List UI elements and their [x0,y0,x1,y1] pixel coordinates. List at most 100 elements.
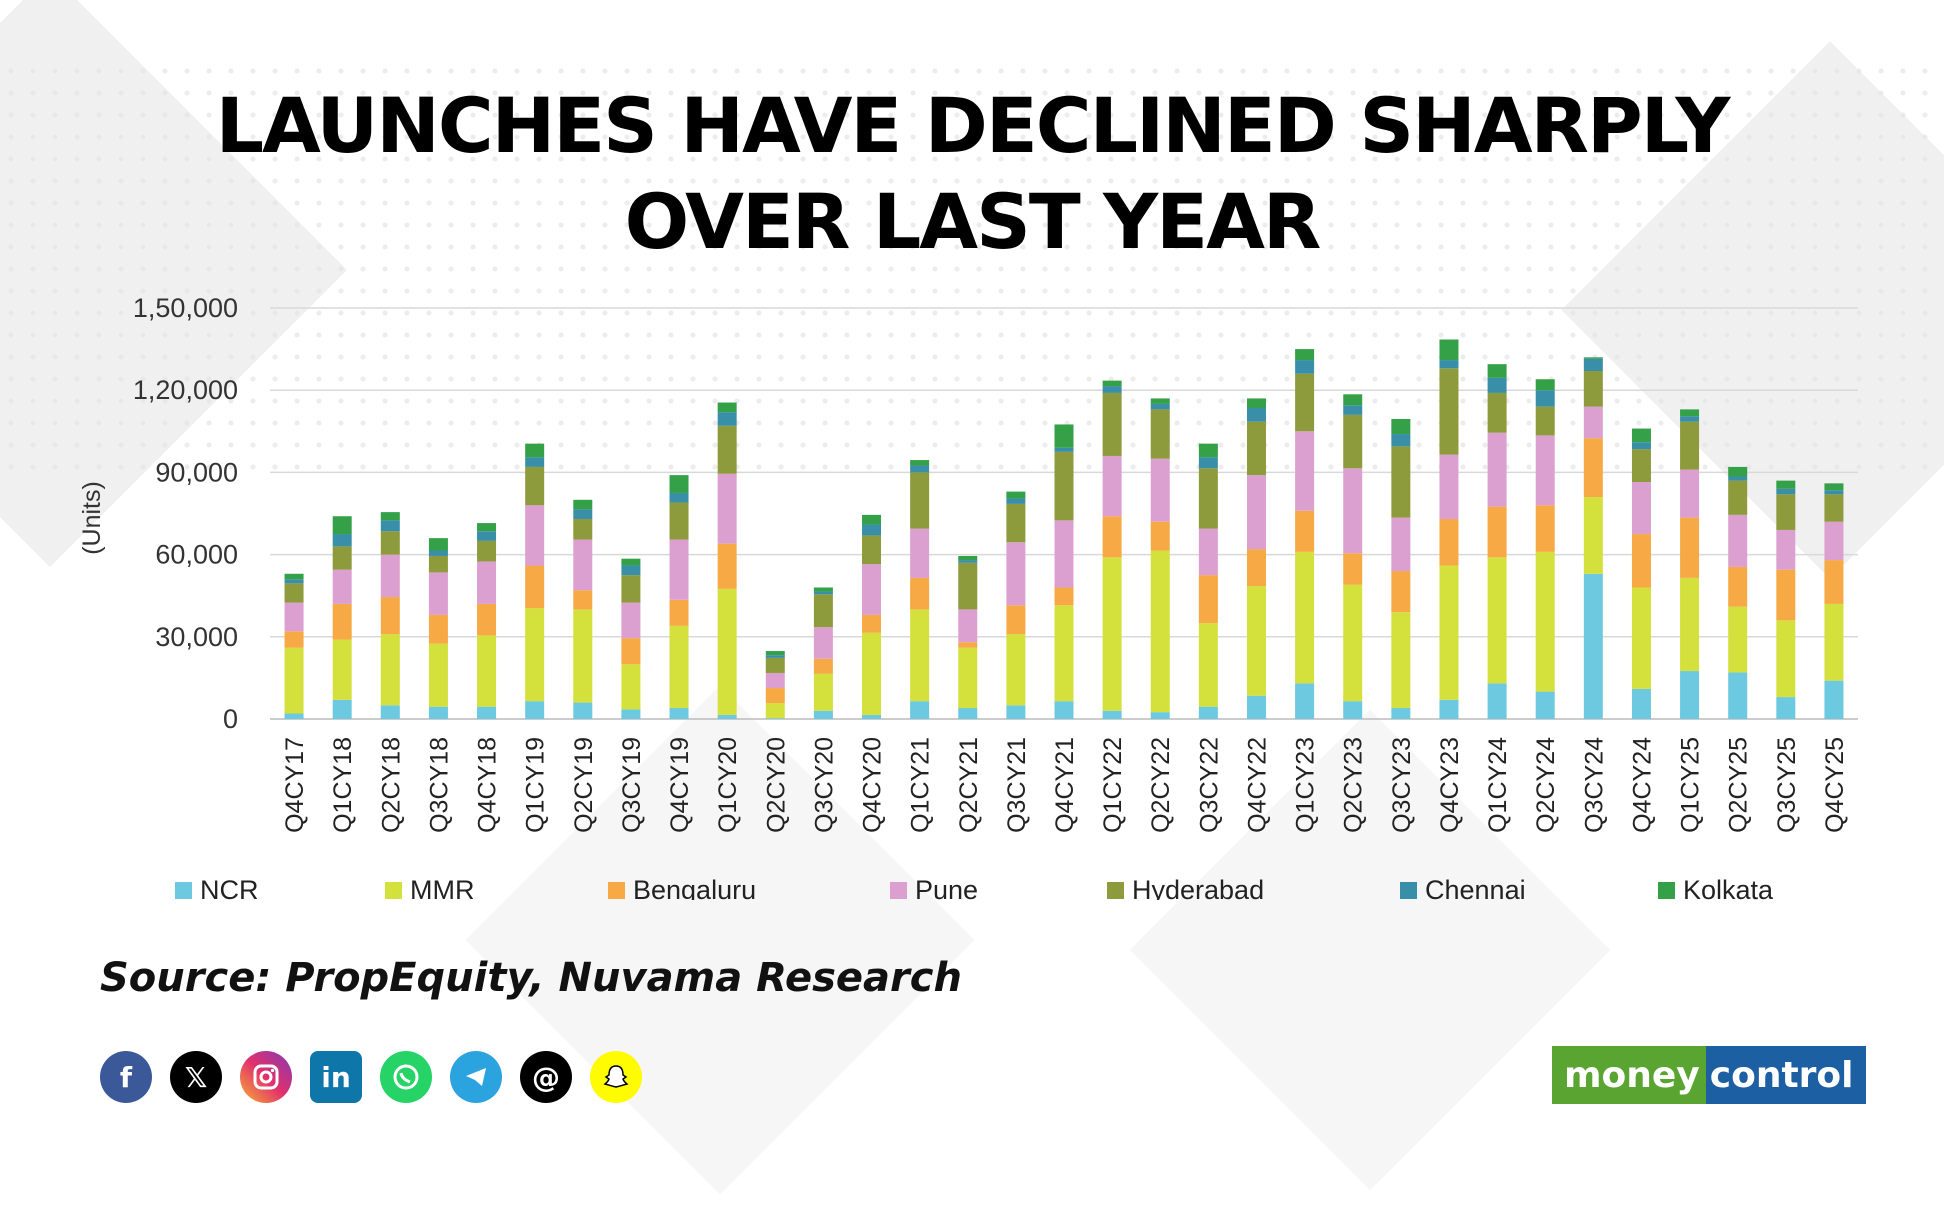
bar-segment-chennai [862,524,882,536]
snapchat-icon[interactable] [590,1051,642,1103]
bar-segment-chennai [717,412,737,426]
bar-segment-pune [1246,475,1266,550]
bar-segment-chennai [284,579,304,584]
bar-segment-hyderabad [1583,371,1603,407]
bar-segment-pune [910,528,930,578]
bar-segment-bengaluru [284,631,304,648]
bar-segment-ncr [1583,573,1603,719]
bar-segment-chennai [1776,488,1796,495]
bar-segment-bengaluru [958,642,978,648]
x-axis-tick-labels: Q4CY17 Q1CY18 Q2CY18 Q3CY18 Q4CY18 Q1CY19 Q2CY… [281,737,1849,833]
bar-segment-bengaluru [525,565,545,609]
y-tick-label: 30,000 [155,622,238,652]
bar-segment-kolkata [428,538,448,551]
bar-segment-bengaluru [1680,517,1700,578]
stacked-bar-chart: 0 30,000 60,000 90,000 1,20,000 1,50,000 Q4CY… [78,293,1858,900]
whatsapp-icon[interactable] [380,1051,432,1103]
x-tick-label: Q3CY21 [1003,737,1031,833]
x-tick-label: Q4CY24 [1628,737,1656,833]
x-tick-label: Q1CY23 [1292,737,1320,833]
bar-segment-kolkata [1583,357,1603,359]
bar-segment-ncr [573,702,593,719]
bar-segment-kolkata [1150,398,1170,404]
linkedin-icon[interactable]: in [310,1051,362,1103]
legend-swatch [1107,882,1124,899]
bar-segment-bengaluru [1295,510,1315,552]
x-tick-label: Q2CY21 [955,737,983,833]
bar-segment-kolkata [1776,480,1796,489]
x-tick-label: Q3CY20 [810,737,838,833]
legend-swatch [1400,882,1417,899]
bar-segment-kolkata [525,443,545,458]
bar-segment-kolkata [1728,466,1748,477]
bar-segment-chennai [1535,390,1555,407]
bar-segment-kolkata [1102,380,1122,387]
bar-segment-mmr [1535,551,1555,692]
bar-segment-ncr [525,701,545,719]
bar-segment-bengaluru [1391,571,1411,613]
bar-segment-bengaluru [910,577,930,610]
bar-segment-ncr [477,706,497,719]
facebook-icon[interactable]: f [100,1051,152,1103]
x-tick-label: Q4CY21 [1051,737,1079,833]
telegram-icon[interactable] [450,1051,502,1103]
legend-label: Chennai [1425,875,1526,900]
bar-segment-chennai [380,520,400,532]
bar-segment-chennai [1824,490,1844,495]
bar-segment-chennai [1487,377,1507,393]
bar-segment-bengaluru [1198,575,1218,624]
bar-segment-ncr [1535,691,1555,719]
bar-segment-ncr [284,713,304,719]
x-tick-label: Q1CY25 [1677,737,1705,833]
bar-segment-bengaluru [862,614,882,633]
bar-segment-mmr [332,639,352,700]
threads-icon[interactable]: @ [520,1051,572,1103]
bar-segment-hyderabad [1391,446,1411,518]
legend-swatch [1658,882,1675,899]
bar-segment-kolkata [1680,409,1700,417]
bar-segment-pune [332,569,352,604]
x-tick-label: Q4CY20 [859,737,887,833]
bar-segment-kolkata [1535,379,1555,391]
bar-segment-hyderabad [573,518,593,540]
bar-segment-mmr [1295,551,1315,684]
bar-segment-mmr [669,625,689,709]
legend-label: Bengaluru [633,875,756,900]
bar-segment-kolkata [1246,398,1266,409]
bar-segment-chennai [1295,360,1315,374]
bar-segment-chennai [813,591,833,595]
legend-label: MMR [410,875,474,900]
bar-segment-hyderabad [332,546,352,570]
bar-segment-mmr [1776,620,1796,698]
bar-segment-ncr [910,701,930,719]
bar-segment-ncr [1198,706,1218,719]
bar-segment-ncr [813,710,833,719]
x-icon[interactable]: 𝕏 [170,1051,222,1103]
bar-segment-pune [1006,542,1026,606]
bar-segment-kolkata [862,514,882,525]
bar-segment-hyderabad [1295,373,1315,432]
bars [284,339,1844,719]
instagram-icon[interactable] [240,1051,292,1103]
bar-segment-bengaluru [1343,553,1363,585]
legend-label: NCR [200,875,259,900]
bar-segment-mmr [1054,605,1074,702]
bar-segment-chennai [1728,476,1748,481]
y-tick-label: 0 [223,704,238,734]
bar-segment-mmr [910,609,930,702]
bar-segment-bengaluru [1631,534,1651,588]
bar-segment-pune [1487,432,1507,507]
bar-segment-bengaluru [813,658,833,674]
x-tick-label: Q2CY24 [1532,737,1560,833]
bar-segment-mmr [428,643,448,707]
bar-segment-pune [1824,521,1844,561]
bar-segment-kolkata [1631,428,1651,443]
bar-segment-chennai [1680,416,1700,422]
bar-segment-hyderabad [1054,451,1074,521]
bar-segment-bengaluru [477,603,497,636]
bar-segment-mmr [1583,497,1603,574]
bar-segment-chennai [1054,447,1074,452]
bar-segment-pune [1391,517,1411,572]
bar-segment-kolkata [1006,491,1026,499]
background-dot-pattern [0,60,1944,480]
